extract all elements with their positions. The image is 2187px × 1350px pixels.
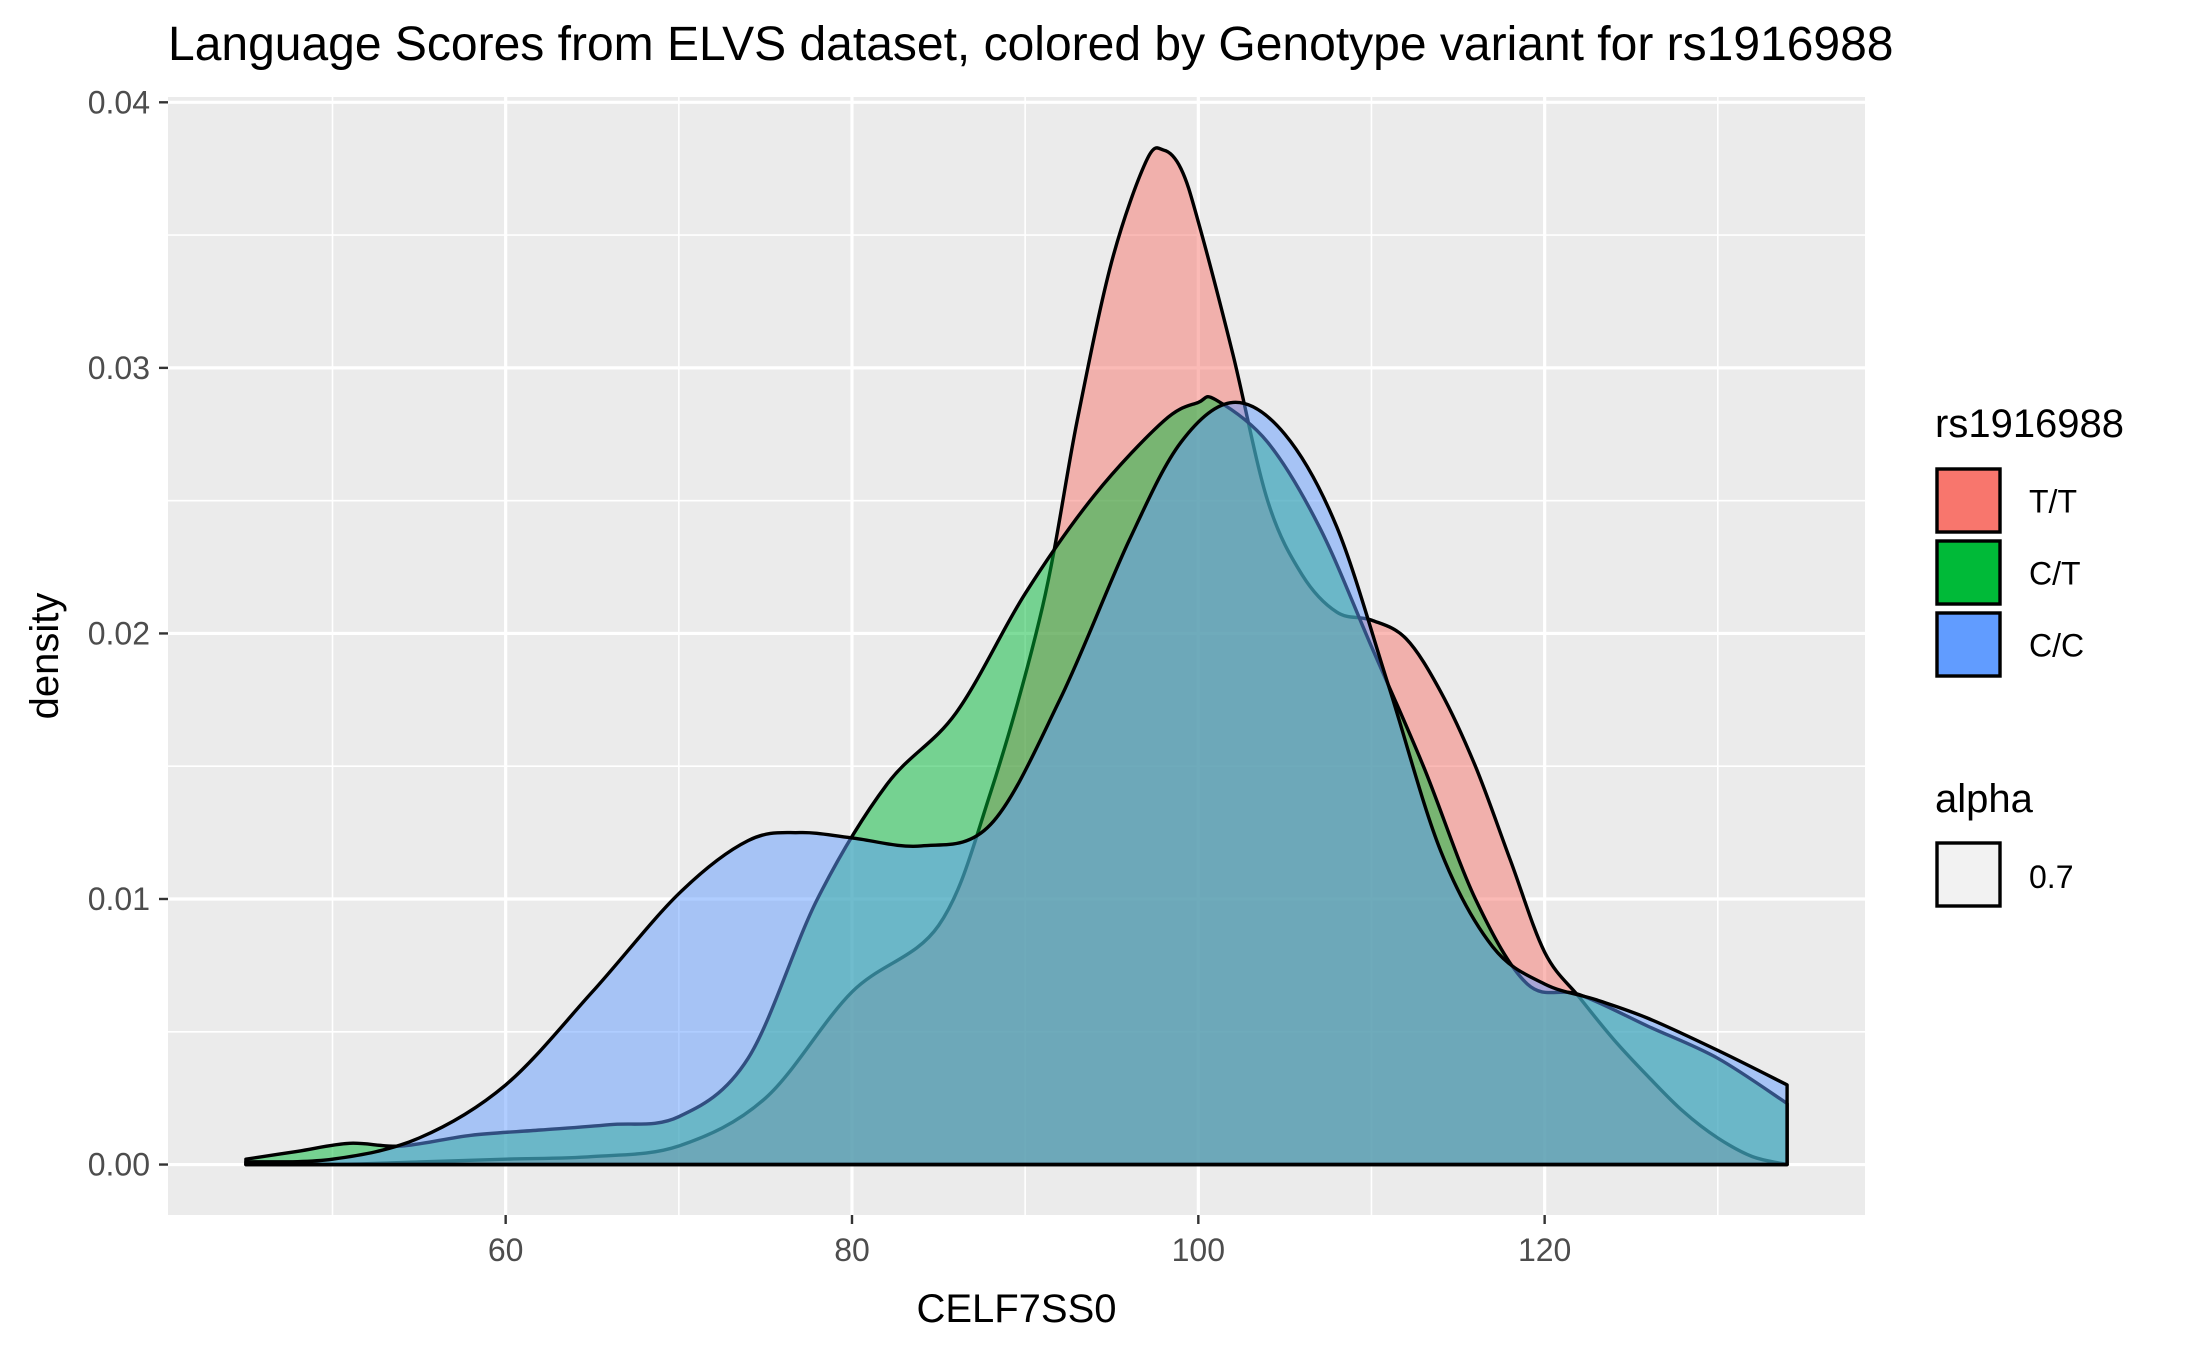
legend-alpha-key (1935, 841, 2002, 908)
x-tick-label: 120 (1518, 1232, 1571, 1268)
density-areas (244, 146, 1789, 1167)
y-tick-label: 0.01 (88, 881, 150, 917)
legend-key-t-t (1935, 467, 2002, 534)
y-axis-title: density (23, 593, 67, 720)
y-tick-label: 0.02 (88, 615, 150, 651)
legend-label: T/T (2029, 484, 2077, 520)
density-area-c-c (244, 400, 1789, 1167)
x-tick-label: 80 (834, 1232, 870, 1268)
legend-alpha-label: 0.7 (2029, 859, 2073, 895)
y-axis: 0.00 0.01 0.02 0.03 0.04 (88, 84, 168, 1183)
legend-label: C/T (2029, 556, 2081, 592)
y-tick-label: 0.00 (88, 1147, 150, 1183)
y-tick-label: 0.04 (88, 84, 150, 120)
legend-key-c-c (1935, 611, 2002, 678)
legend-items: T/T C/T C/C (1935, 467, 2084, 678)
chart-title: Language Scores from ELVS dataset, color… (168, 18, 1894, 71)
legend-label: C/C (2029, 628, 2084, 664)
x-axis-title: CELF7SS0 (916, 1287, 1116, 1331)
x-tick-label: 60 (488, 1232, 524, 1268)
legend: rs1916988 T/T C/T C/C alpha 0.7 (1935, 402, 2124, 908)
legend-alpha-title: alpha (1935, 777, 2034, 821)
legend-title: rs1916988 (1935, 402, 2124, 446)
y-tick-label: 0.03 (88, 350, 150, 386)
legend-key-c-t (1935, 539, 2002, 606)
x-axis: 60 80 100 120 (488, 1215, 1571, 1268)
x-tick-label: 100 (1172, 1232, 1225, 1268)
